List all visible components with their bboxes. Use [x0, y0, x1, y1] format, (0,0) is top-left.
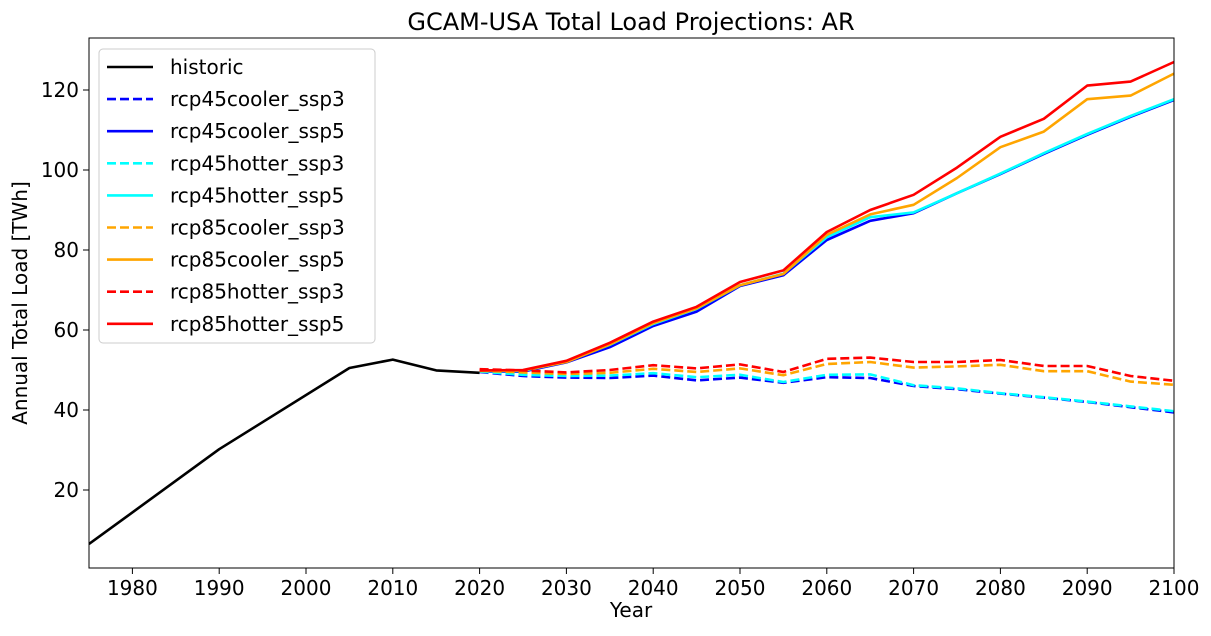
x-tick-label: 2080 [975, 576, 1026, 600]
legend-label: historic [170, 55, 244, 79]
legend-label: rcp85hotter_ssp3 [170, 280, 344, 304]
plot-frame [88, 37, 1175, 569]
x-tick-label: 2060 [801, 576, 852, 600]
legend-item: rcp45cooler_ssp3 [107, 87, 345, 111]
series-line-rcp85cooler_ssp5 [479, 72, 1174, 373]
x-tick-label: 2070 [888, 576, 939, 600]
legend-item: rcp85cooler_ssp5 [107, 248, 345, 272]
legend: historic rcp45cooler_ssp3 rcp45cooler_ssp5… [98, 48, 376, 344]
chart-title: GCAM-USA Total Load Projections: AR [407, 8, 854, 36]
x-tick-label: 2100 [1149, 576, 1200, 600]
series-line-rcp85hotter_ssp5 [479, 60, 1174, 372]
x-tick-label: 2010 [367, 576, 418, 600]
legend-label: rcp45hotter_ssp3 [170, 151, 344, 175]
x-tick-label: 2050 [715, 576, 766, 600]
y-axis-label: Annual Total Load [TWh] [8, 181, 32, 425]
y-axis: 20 40 60 80 100 120 [41, 78, 89, 502]
legend-label: rcp45hotter_ssp5 [170, 183, 344, 207]
legend-item: rcp45cooler_ssp5 [107, 119, 345, 143]
x-axis: 1980 1990 2000 2010 2020 2030 2040 2050 2060 2070… [107, 568, 1200, 600]
series-lines [89, 60, 1174, 546]
y-tick-label: 40 [54, 398, 79, 422]
y-tick-label: 20 [54, 478, 79, 502]
series-line-rcp45cooler_ssp3 [479, 370, 1174, 414]
plot-area [88, 37, 1175, 569]
legend-item: rcp45hotter_ssp5 [107, 183, 344, 207]
x-tick-label: 2090 [1062, 576, 1113, 600]
legend-item: rcp85hotter_ssp3 [107, 280, 344, 304]
legend-label: rcp45cooler_ssp5 [170, 119, 345, 143]
series-line-historic [89, 358, 480, 546]
legend-label: rcp85cooler_ssp5 [170, 248, 345, 272]
x-tick-label: 1980 [107, 576, 158, 600]
x-axis-label: Year [609, 598, 653, 622]
y-tick-label: 60 [54, 318, 79, 342]
legend-label: rcp85cooler_ssp3 [170, 216, 345, 240]
x-tick-label: 1990 [194, 576, 245, 600]
legend-item: rcp85hotter_ssp5 [107, 312, 344, 336]
legend-item: rcp85cooler_ssp3 [107, 216, 345, 240]
legend-item: rcp45hotter_ssp3 [107, 151, 344, 175]
x-tick-label: 2020 [454, 576, 505, 600]
x-tick-label: 2000 [281, 576, 332, 600]
legend-item: historic [107, 55, 244, 79]
x-tick-label: 2040 [628, 576, 679, 600]
x-tick-label: 2030 [541, 576, 592, 600]
series-line-rcp85cooler_ssp3 [479, 360, 1174, 387]
y-tick-label: 120 [41, 78, 79, 102]
legend-label: rcp85hotter_ssp5 [170, 312, 344, 336]
y-tick-label: 100 [41, 158, 79, 182]
legend-label: rcp45cooler_ssp3 [170, 87, 345, 111]
y-tick-label: 80 [54, 238, 79, 262]
legend-box [98, 48, 376, 344]
